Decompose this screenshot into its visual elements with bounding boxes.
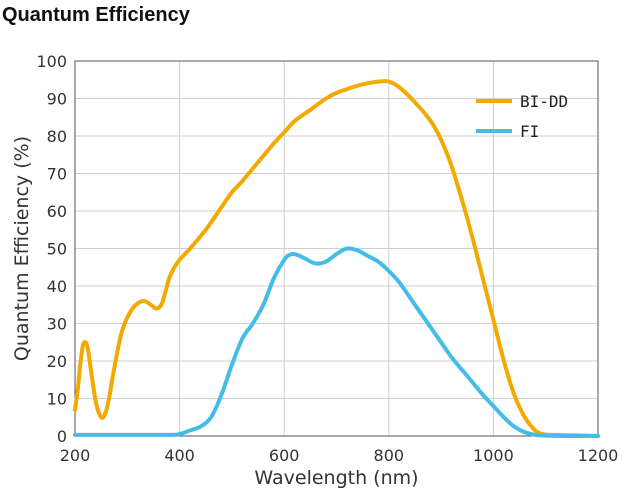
legend-label: BI-DD (520, 92, 568, 111)
x-tick-label: 400 (164, 446, 195, 465)
y-tick-label: 30 (47, 315, 67, 334)
x-tick-label: 1000 (473, 446, 514, 465)
x-axis-label: Wavelength (nm) (254, 467, 418, 489)
series-line-bi-dd (73, 79, 600, 438)
y-tick-label: 50 (47, 240, 67, 259)
y-tick-label: 10 (47, 390, 67, 409)
grid-lines (74, 60, 599, 437)
x-tick-labels: 200 400 600 800 1000 1200 (60, 446, 619, 465)
y-tick-label: 60 (47, 202, 67, 221)
y-tick-labels: 0 10 20 30 40 50 60 70 80 90 100 (36, 52, 67, 446)
y-tick-label: 90 (47, 90, 67, 109)
series-line-fi (73, 246, 600, 439)
y-tick-label: 40 (47, 277, 67, 296)
y-tick-label: 20 (47, 352, 67, 371)
x-tick-label: 200 (60, 446, 91, 465)
y-axis-label: Quantum Efficiency (%) (11, 136, 33, 361)
y-tick-label: 80 (47, 127, 67, 146)
x-tick-label: 1200 (578, 446, 619, 465)
y-tick-label: 100 (36, 52, 67, 71)
x-tick-label: 600 (269, 446, 300, 465)
y-tick-label: 70 (47, 165, 67, 184)
legend: BI-DD FI (476, 92, 568, 141)
page-title: Quantum Efficiency (2, 4, 190, 26)
y-tick-label: 0 (57, 427, 67, 446)
plot-frame (74, 60, 599, 437)
x-tick-label: 800 (374, 446, 405, 465)
series-layer (73, 79, 600, 439)
legend-label: FI (520, 122, 539, 141)
